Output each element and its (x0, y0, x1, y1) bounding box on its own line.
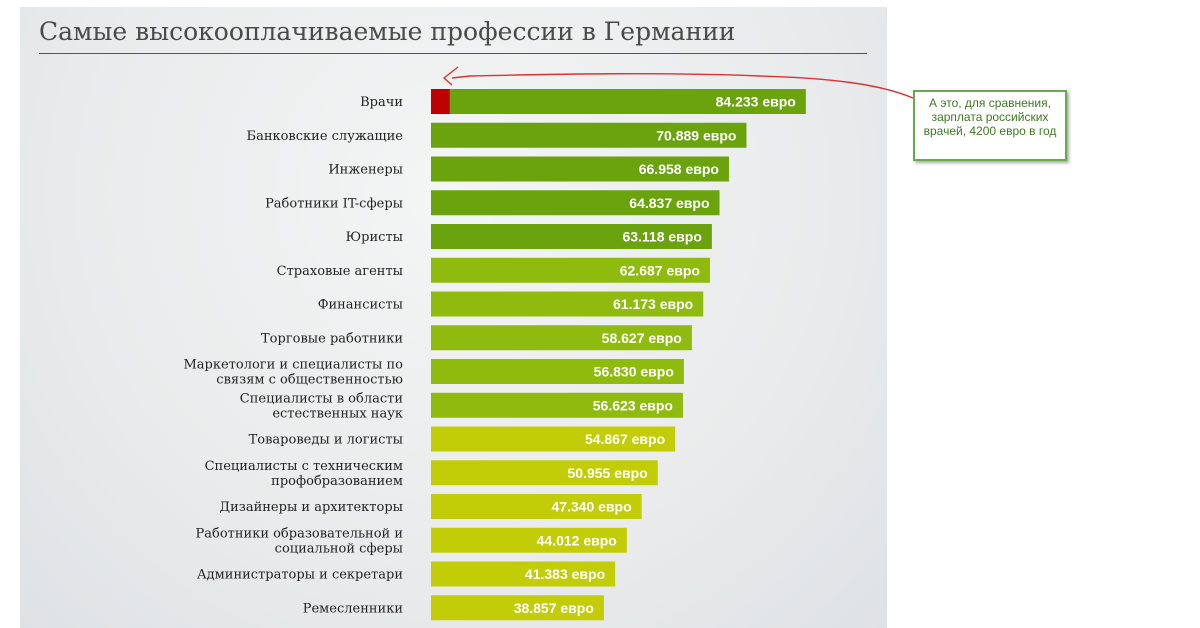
category-label: Страховые агенты (277, 264, 403, 279)
bar (431, 190, 720, 216)
bar-value-label: 47.340 евро (551, 499, 631, 515)
bar (431, 561, 616, 587)
category-label: Администраторы и секретари (197, 568, 403, 583)
bar-value-label: 63.118 евро (622, 229, 701, 245)
bar (431, 595, 604, 621)
bar-value-label: 56.830 евро (594, 364, 674, 380)
bar (431, 392, 683, 418)
bar (431, 291, 704, 317)
bar-value-label: 70.889 евро (656, 127, 736, 143)
category-label: Дизайнеры и архитекторы (220, 500, 403, 515)
chart-panel: Самые высокооплачиваемые профессии в Гер… (20, 7, 887, 628)
bar-value-label: 41.383 евро (525, 566, 605, 582)
category-label: Работники образовательной и социальной сф… (196, 526, 403, 556)
bar-value-label: 56.623 евро (593, 397, 673, 413)
bar-value-label: 64.837 евро (629, 195, 709, 211)
bar-value-label: 62.687 евро (620, 262, 700, 278)
bar-value-label: 61.173 евро (613, 296, 693, 312)
category-label: Банковские служащие (247, 129, 404, 144)
bar-value-label: 84.233 евро (716, 94, 796, 110)
bar (431, 460, 658, 486)
category-label: Специалисты с техническим профобразование… (205, 459, 403, 489)
bar-chart: 84.233 евро Врачи 70.889 евро Банковские сл… (184, 89, 806, 621)
bar (431, 359, 684, 384)
category-label: Работники IT-сферы (265, 196, 403, 211)
category-label: Юристы (346, 230, 403, 245)
title-divider (39, 53, 867, 54)
bar-value-label: 38.857 евро (514, 600, 594, 616)
category-label: Товароведы и логисты (249, 433, 403, 448)
bar (431, 527, 627, 553)
chart-title: Самые высокооплачиваемые профессии в Гер… (39, 17, 736, 46)
comparison-bar (431, 89, 450, 114)
category-label: Специалисты в области естественных наук (240, 391, 403, 421)
bar-value-label: 54.867 евро (585, 431, 665, 447)
category-label: Маркетологи и специалисты по связям с общ… (184, 358, 404, 388)
bar (431, 426, 676, 452)
bar (431, 122, 747, 148)
category-label: Врачи (360, 95, 403, 110)
category-label: Инженеры (328, 163, 403, 178)
bar-value-label: 44.012 евро (537, 532, 617, 548)
bar (431, 325, 692, 351)
category-label: Финансисты (318, 298, 403, 313)
category-label: Ремесленники (303, 601, 403, 616)
bar (431, 257, 710, 283)
bar (431, 224, 712, 249)
category-label: Торговые работники (261, 331, 403, 346)
annotation-note: А это, для сравнения, зарплата российски… (913, 90, 1067, 161)
bar-value-label: 66.958 евро (639, 161, 719, 177)
bar (431, 156, 729, 182)
bar-value-label: 50.955 евро (568, 465, 648, 481)
bar-value-label: 58.627 евро (602, 330, 682, 346)
bar (431, 494, 642, 519)
